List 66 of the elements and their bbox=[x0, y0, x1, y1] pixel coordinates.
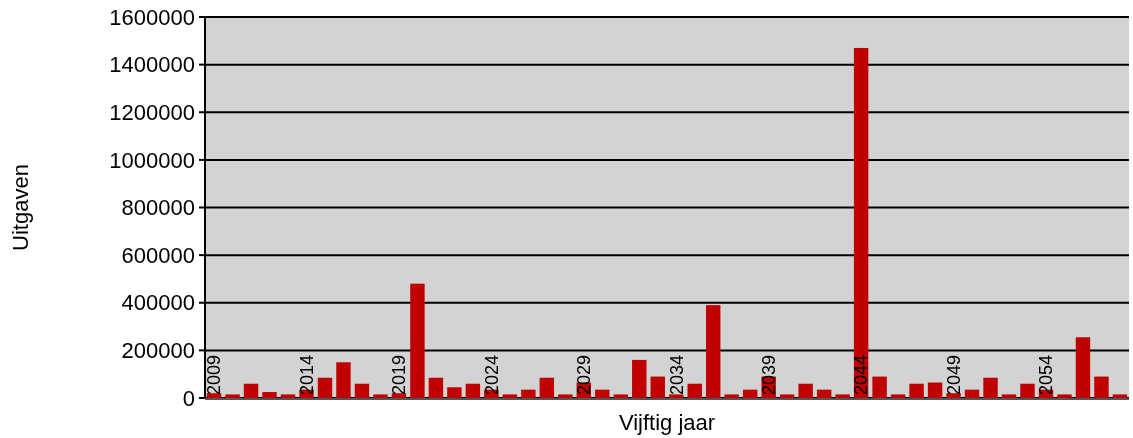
bar bbox=[983, 377, 998, 398]
x-tick-label: 2019 bbox=[389, 354, 410, 395]
y-tick-label: 1600000 bbox=[109, 4, 195, 30]
bar bbox=[779, 394, 795, 398]
x-tick-label: 2054 bbox=[1036, 354, 1057, 395]
bar bbox=[391, 393, 407, 398]
y-tick-label: 1000000 bbox=[109, 147, 195, 173]
bar bbox=[1020, 383, 1035, 398]
bar bbox=[687, 383, 702, 398]
x-tick-label: 2039 bbox=[758, 354, 779, 395]
bar bbox=[354, 383, 370, 398]
bar bbox=[909, 383, 924, 398]
bar bbox=[539, 377, 555, 398]
bar bbox=[243, 383, 259, 398]
bar bbox=[853, 47, 869, 398]
bar bbox=[595, 389, 610, 398]
x-tick-label: 2024 bbox=[481, 354, 502, 395]
bar bbox=[872, 376, 887, 398]
bar bbox=[465, 383, 481, 398]
bar bbox=[262, 392, 277, 398]
bar bbox=[927, 382, 943, 398]
y-tick-label: 600000 bbox=[121, 242, 195, 268]
bar bbox=[1094, 376, 1109, 398]
bar bbox=[964, 389, 980, 398]
bar bbox=[724, 394, 739, 398]
bar bbox=[706, 305, 721, 398]
y-tick-label: 1400000 bbox=[109, 52, 195, 78]
bar bbox=[946, 393, 961, 398]
x-tick-label: 2034 bbox=[666, 354, 687, 395]
bar bbox=[206, 393, 222, 398]
bar bbox=[502, 394, 518, 398]
bar bbox=[1057, 394, 1072, 398]
bar bbox=[558, 394, 573, 398]
bar bbox=[816, 389, 832, 398]
x-tick-label: 2029 bbox=[574, 354, 595, 395]
bar bbox=[613, 394, 628, 398]
bar bbox=[373, 394, 388, 398]
x-tick-label: 2014 bbox=[296, 354, 317, 395]
bar bbox=[521, 389, 536, 398]
y-tick-label: 0 bbox=[182, 385, 195, 411]
y-tick-label: 1200000 bbox=[109, 99, 195, 125]
bar bbox=[428, 377, 444, 398]
bar bbox=[447, 387, 462, 398]
bar bbox=[1112, 394, 1128, 398]
x-tick-label: 2049 bbox=[943, 354, 964, 395]
bar bbox=[890, 394, 906, 398]
bar bbox=[1001, 394, 1017, 398]
bar bbox=[650, 376, 665, 398]
bar bbox=[798, 383, 813, 398]
bar bbox=[336, 362, 351, 398]
y-tick-label: 200000 bbox=[121, 338, 195, 364]
bar bbox=[835, 394, 850, 398]
bar bbox=[317, 377, 333, 398]
bar bbox=[225, 394, 240, 398]
x-axis-title: Vijftig jaar bbox=[618, 410, 716, 435]
bar bbox=[410, 283, 425, 398]
bar bbox=[669, 394, 684, 398]
y-axis-title: Uitgaven bbox=[8, 164, 33, 251]
bar bbox=[1075, 337, 1091, 398]
bar bbox=[632, 359, 647, 398]
y-tick-label: 400000 bbox=[121, 290, 195, 316]
y-tick-label: 800000 bbox=[121, 195, 195, 221]
x-tick-label: 2009 bbox=[204, 354, 225, 395]
x-tick-label: 2044 bbox=[851, 354, 872, 395]
bar bbox=[280, 394, 296, 398]
bar bbox=[742, 389, 758, 398]
